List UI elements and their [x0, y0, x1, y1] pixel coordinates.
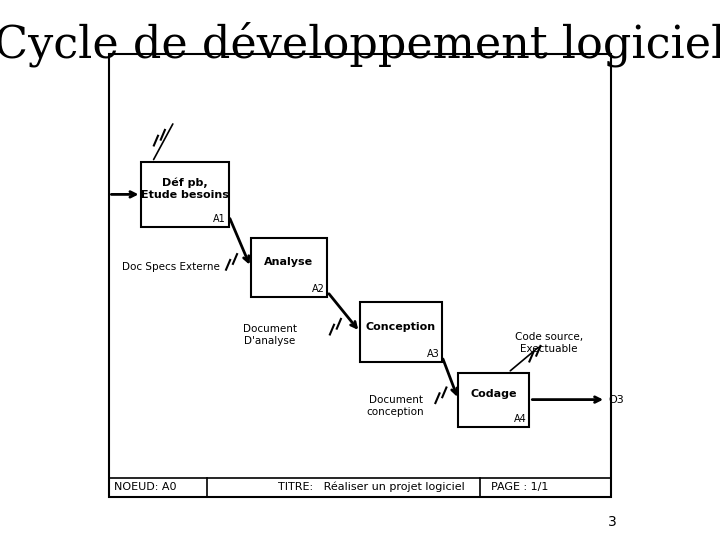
Text: A2: A2 — [312, 284, 325, 294]
Text: A4: A4 — [514, 414, 527, 424]
Text: Codage: Codage — [471, 389, 517, 399]
Text: Cycle de développement logiciel: Cycle de développement logiciel — [0, 22, 720, 67]
Text: NOEUD: A0: NOEUD: A0 — [114, 482, 176, 492]
Text: Document
conception: Document conception — [366, 395, 424, 417]
Text: Déf pb,
Etude besoins: Déf pb, Etude besoins — [141, 178, 229, 200]
Text: A3: A3 — [426, 349, 439, 359]
Bar — [459, 373, 529, 427]
Text: A1: A1 — [213, 214, 226, 224]
Text: 3: 3 — [608, 515, 617, 529]
Bar — [109, 54, 611, 497]
Text: TITRE:   Réaliser un projet logiciel: TITRE: Réaliser un projet logiciel — [278, 482, 464, 492]
Text: Doc Specs Externe: Doc Specs Externe — [122, 262, 220, 272]
Bar — [360, 302, 442, 362]
Text: Conception: Conception — [366, 322, 436, 332]
Text: PAGE : 1/1: PAGE : 1/1 — [491, 482, 549, 492]
Text: Code source,
Exectuable: Code source, Exectuable — [515, 332, 582, 354]
Text: Analyse: Analyse — [264, 257, 313, 267]
Bar — [251, 238, 327, 297]
Text: Document
D'analyse: Document D'analyse — [243, 324, 297, 346]
Text: O3: O3 — [608, 395, 624, 404]
Bar — [141, 162, 229, 227]
